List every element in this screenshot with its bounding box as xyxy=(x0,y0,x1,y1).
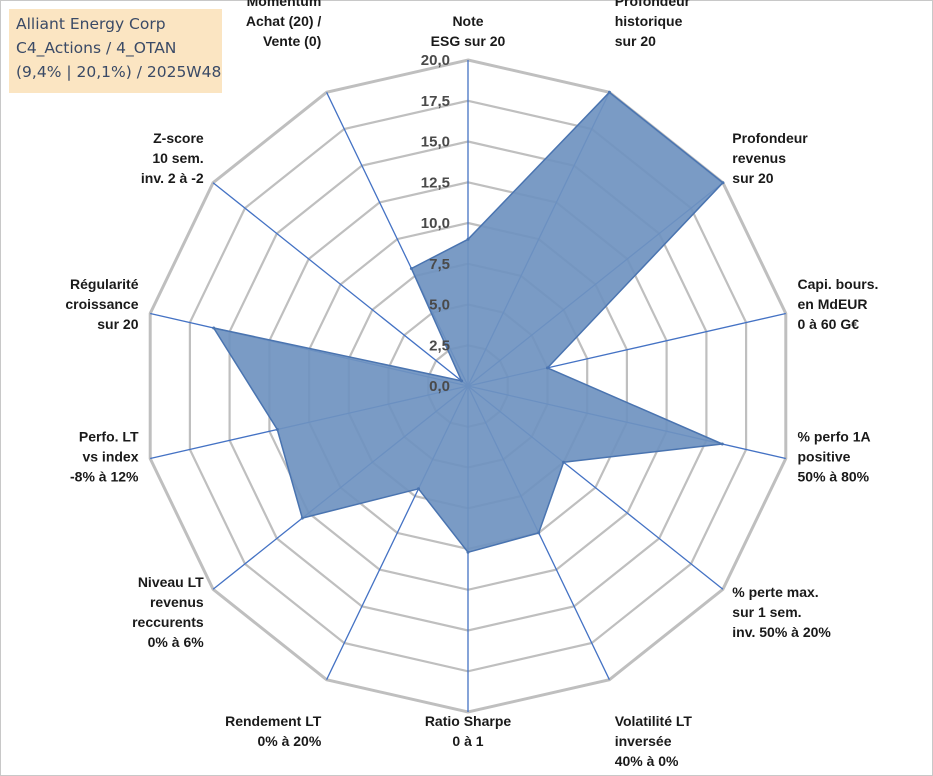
axis-label: Note xyxy=(452,13,483,29)
axis-label: % perte max. xyxy=(732,584,818,600)
axis-label: 40% à 0% xyxy=(615,753,679,769)
data-point xyxy=(460,379,464,383)
axis-label: Régularité xyxy=(70,276,139,292)
radial-tick-labels: 0,0 2,5 5,0 7,5 10,0 12,5 15,0 17,5 20,0 xyxy=(421,52,450,395)
axis-label: revenus xyxy=(732,150,786,166)
axis-label: Vente (0) xyxy=(263,33,321,49)
axis-label: 50% à 80% xyxy=(798,469,870,485)
radar-series xyxy=(212,90,725,554)
axis-spoke xyxy=(212,182,469,387)
data-point xyxy=(212,326,216,330)
data-point xyxy=(537,531,541,535)
axis-label: inv. 50% à 20% xyxy=(732,624,831,640)
tick-label: 15,0 xyxy=(421,134,450,151)
data-point xyxy=(562,460,566,464)
title-category: C4_Actions / 4_OTAN xyxy=(16,39,177,57)
axis-label: inversée xyxy=(615,733,672,749)
axis-label: positive xyxy=(798,449,851,465)
axis-label: vs index xyxy=(82,449,138,465)
axis-label: 0 à 60 G€ xyxy=(798,316,860,332)
tick-label: 2,5 xyxy=(429,337,450,354)
axis-label: Rendement LT xyxy=(225,713,322,729)
tick-label: 5,0 xyxy=(429,297,450,314)
data-point xyxy=(300,516,304,520)
axis-label: inv. 2 à -2 xyxy=(141,170,204,186)
axis-label: Niveau LT xyxy=(138,574,204,590)
axis-label: Profondeur xyxy=(615,0,691,9)
axis-label: historique xyxy=(615,13,683,29)
axis-label: Perfo. LT xyxy=(79,429,139,445)
axis-label: Volatilité LT xyxy=(615,713,693,729)
axis-label: Achat (20) / xyxy=(246,13,322,29)
axis-label: sur 20 xyxy=(615,33,656,49)
tick-label: 10,0 xyxy=(421,215,450,232)
axis-label: -8% à 12% xyxy=(70,469,139,485)
axis-label: Momentum xyxy=(247,0,322,9)
tick-label: 0,0 xyxy=(429,378,450,395)
axis-label: croissance xyxy=(65,296,138,312)
axis-label: % perfo 1A xyxy=(798,429,871,445)
axis-label: ESG sur 20 xyxy=(431,33,506,49)
tick-label: 20,0 xyxy=(421,52,450,69)
axis-label: en MdEUR xyxy=(798,296,868,312)
data-point xyxy=(409,267,413,270)
axis-label: Z-score xyxy=(153,130,204,146)
axis-label: 0% à 6% xyxy=(148,634,205,650)
axis-label: reccurents xyxy=(132,614,204,630)
axis-label: sur 1 sem. xyxy=(732,604,801,620)
data-point xyxy=(546,366,549,370)
axis-label: Profondeur xyxy=(732,130,808,146)
data-point xyxy=(466,237,470,241)
title-stats: (9,4% | 20,1%) / 2025W48 xyxy=(16,63,222,81)
axis-label: 0% à 20% xyxy=(257,733,321,749)
data-point xyxy=(417,487,420,491)
tick-label: 12,5 xyxy=(421,174,450,191)
axis-label: sur 20 xyxy=(97,316,138,332)
data-point xyxy=(466,550,470,554)
tick-label: 17,5 xyxy=(421,93,450,110)
axis-labels: Note ESG sur 20 Profondeur historique sur 20… xyxy=(65,0,878,769)
axis-label: revenus xyxy=(150,594,204,610)
data-point xyxy=(607,90,611,94)
axis-label: 10 sem. xyxy=(152,150,203,166)
axis-label: sur 20 xyxy=(732,170,773,186)
data-point xyxy=(721,181,725,185)
data-point xyxy=(720,442,724,446)
axis-label: Capi. bours. xyxy=(798,276,879,292)
tick-label: 7,5 xyxy=(429,256,450,273)
axis-label: 0 à 1 xyxy=(452,733,483,749)
axis-label: Ratio Sharpe xyxy=(425,713,512,729)
data-point xyxy=(275,428,279,431)
title-company: Alliant Energy Corp xyxy=(16,15,166,33)
title-box: Alliant Energy Corp C4_Actions / 4_OTAN … xyxy=(9,9,222,93)
